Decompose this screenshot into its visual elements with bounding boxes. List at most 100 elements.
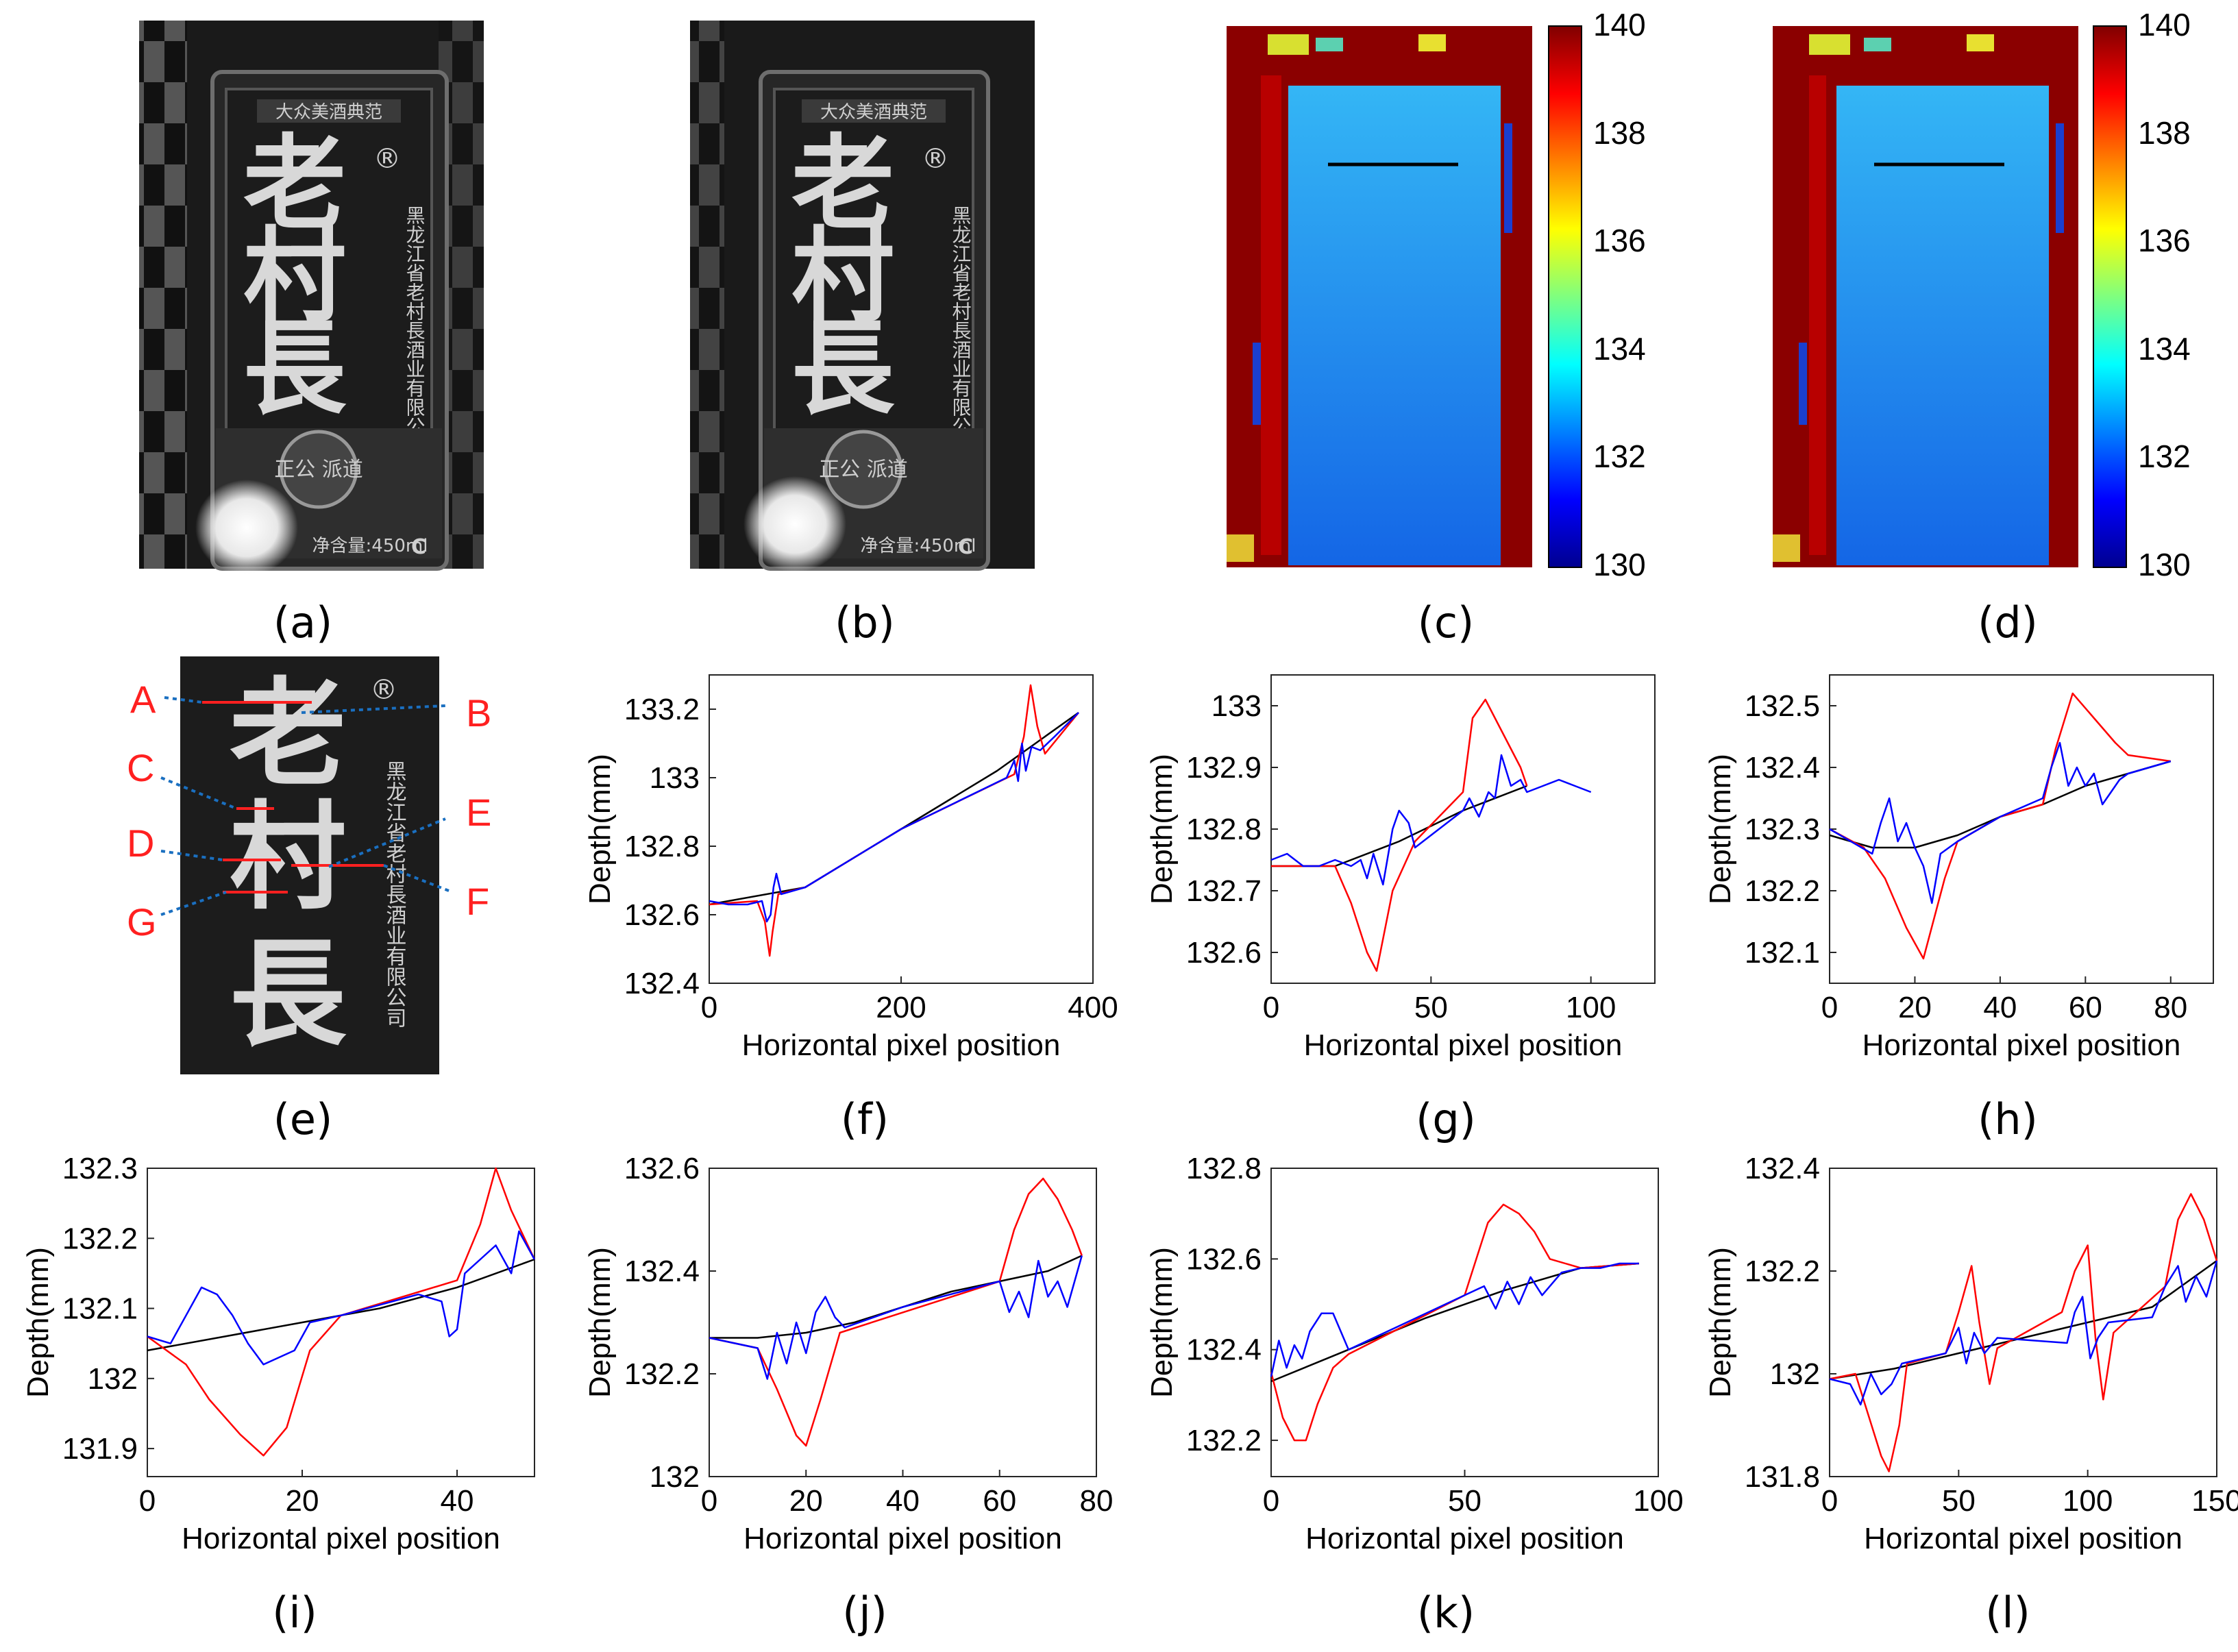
plot-g-xtick-label: 50 bbox=[1414, 991, 1448, 1024]
plot-j-ytick-label: 132.4 bbox=[624, 1255, 700, 1288]
plot-g-ylabel: Depth(mm) bbox=[1145, 754, 1179, 904]
photo-b-volume-logo: C bbox=[958, 535, 973, 559]
photo-b: 大众美酒典范 老 村 長 ® 黑龙江省老村長酒业有限公司 正公 派道 净含量:4… bbox=[690, 21, 1035, 572]
plot-k-ytick-label: 132.6 bbox=[1186, 1242, 1262, 1276]
plot-i-ytick-label: 132 bbox=[88, 1362, 138, 1396]
plot-h-frame bbox=[1829, 674, 2214, 984]
plot-l-series-measured-b bbox=[1829, 1260, 2218, 1406]
plot-i-ytick-label: 132.3 bbox=[62, 1152, 138, 1185]
cb-c-tick-138: 138 bbox=[1593, 115, 1646, 151]
plot-g-ytick-label: 133 bbox=[1212, 689, 1262, 723]
plot-k-ytick-label: 132.8 bbox=[1186, 1152, 1262, 1185]
annotation-D: D bbox=[127, 822, 154, 865]
crop-registered: ® bbox=[370, 674, 397, 706]
depthmap-c bbox=[1227, 25, 1582, 568]
plot-h-xtick-label: 80 bbox=[2154, 991, 2187, 1024]
plot-g-frame bbox=[1270, 674, 1656, 984]
crop-char-3: 長 bbox=[230, 927, 347, 1063]
plot-f-xlabel: Horizontal pixel position bbox=[742, 1028, 1061, 1062]
plot-k-ytick-label: 132.4 bbox=[1186, 1333, 1262, 1367]
plot-i-ylabel: Depth(mm) bbox=[21, 1247, 55, 1398]
plot-g: 0 50 100 132.6 132.7 132.8 132.9 133 Horizontal … bbox=[1145, 674, 1656, 1062]
caption-l: (l) bbox=[1985, 1588, 2030, 1638]
plot-i-series-measured-b bbox=[147, 1230, 536, 1366]
plot-h-xtick-label: 0 bbox=[1821, 991, 1838, 1024]
plot-j-frame bbox=[709, 1168, 1097, 1477]
plot-k-ytick-label: 132.2 bbox=[1186, 1424, 1262, 1457]
caption-k: (k) bbox=[1417, 1588, 1475, 1638]
plot-j-xtick-label: 60 bbox=[983, 1484, 1016, 1518]
annotation-A: A bbox=[130, 678, 156, 721]
plot-g-ytick-label: 132.8 bbox=[1186, 813, 1262, 846]
annotation-F: F bbox=[466, 880, 489, 923]
plot-g-xlabel: Horizontal pixel position bbox=[1304, 1028, 1623, 1062]
caption-i: (i) bbox=[272, 1588, 317, 1638]
cb-c-tick-132: 132 bbox=[1593, 439, 1646, 474]
plot-j-xlabel: Horizontal pixel position bbox=[743, 1522, 1062, 1555]
plot-i-xlabel: Horizontal pixel position bbox=[182, 1522, 500, 1555]
photo-b-badge: 大众美酒典范 bbox=[820, 102, 927, 123]
colorbar-c-ticks: 140 138 136 134 132 130 bbox=[1593, 7, 1646, 582]
plot-j-ytick-label: 132.6 bbox=[624, 1152, 700, 1185]
plot-l-ytick-label: 132 bbox=[1770, 1357, 1820, 1391]
photo-b-seal: 正公 派道 bbox=[819, 458, 908, 482]
plot-j-xtick-label: 20 bbox=[789, 1484, 823, 1518]
plot-i-ytick-label: 132.2 bbox=[62, 1222, 138, 1255]
photo-a-side-text: 黑龙江省老村長酒业有限公司 bbox=[404, 206, 426, 455]
plot-i-series-measured-a bbox=[147, 1167, 536, 1457]
caption-f: (f) bbox=[841, 1094, 889, 1144]
plot-l-series-measured-a bbox=[1829, 1193, 2218, 1472]
plot-h-xtick-label: 20 bbox=[1898, 991, 1932, 1024]
plot-j-series-measured-b bbox=[709, 1255, 1083, 1380]
cb-c-tick-134: 134 bbox=[1593, 331, 1646, 367]
photo-a-registered: ® bbox=[373, 143, 401, 175]
photo-b-volume: 净含量:450ml bbox=[861, 536, 976, 556]
plot-h-series-reference bbox=[1829, 760, 2172, 849]
plot-f-xtick-label: 200 bbox=[876, 991, 926, 1024]
cb-c-tick-136: 136 bbox=[1593, 223, 1646, 258]
plot-l-xlabel: Horizontal pixel position bbox=[1864, 1522, 2182, 1555]
plot-f-ylabel: Depth(mm) bbox=[583, 754, 617, 904]
plot-l-xtick-label: 150 bbox=[2191, 1484, 2238, 1518]
photo-a-badge: 大众美酒典范 bbox=[275, 102, 382, 123]
plot-f-ytick-label: 133 bbox=[650, 761, 700, 795]
plot-k-series-measured-a bbox=[1270, 1203, 1639, 1442]
caption-c: (c) bbox=[1418, 597, 1474, 648]
plot-g-xtick-label: 0 bbox=[1263, 991, 1279, 1024]
plot-i: 0 20 40 131.9 132 132.1 132.2 132.3 Horizontal p… bbox=[21, 1152, 536, 1555]
plot-h-xtick-label: 40 bbox=[1983, 991, 2017, 1024]
plot-k-ylabel: Depth(mm) bbox=[1145, 1247, 1179, 1398]
crop-char-1: 老 bbox=[230, 667, 346, 802]
photo-b-side-text: 黑龙江省老村長酒业有限公司 bbox=[950, 206, 972, 455]
plot-l-frame bbox=[1829, 1168, 2217, 1477]
plot-g-ytick-label: 132.6 bbox=[1186, 936, 1262, 970]
plot-h-ytick-label: 132.1 bbox=[1745, 936, 1820, 970]
plot-g-ytick-label: 132.9 bbox=[1186, 751, 1262, 785]
plot-f-ytick-label: 132.4 bbox=[624, 967, 700, 1000]
cb-d-tick-134: 134 bbox=[2138, 331, 2191, 367]
plot-l-ytick-label: 131.8 bbox=[1745, 1460, 1820, 1494]
plot-k-xtick-label: 50 bbox=[1448, 1484, 1481, 1518]
plot-j-xtick-label: 40 bbox=[886, 1484, 920, 1518]
plot-i-series-reference bbox=[147, 1258, 535, 1352]
annotated-crop-e: 老 村 長 ® 黑龙江省老村長酒业有限公司 A B C D E F G bbox=[127, 656, 491, 1074]
plot-f-ytick-label: 132.8 bbox=[624, 830, 700, 863]
plot-k-xtick-label: 100 bbox=[1633, 1484, 1683, 1518]
plot-i-ytick-label: 131.9 bbox=[62, 1432, 138, 1466]
plot-k-frame bbox=[1270, 1168, 1659, 1477]
cb-c-tick-130: 130 bbox=[1593, 547, 1646, 582]
plot-i-xtick-label: 40 bbox=[441, 1484, 474, 1518]
plot-l-ytick-label: 132.4 bbox=[1745, 1152, 1820, 1185]
plot-h-ytick-label: 132.2 bbox=[1745, 874, 1820, 908]
plot-h-ytick-label: 132.3 bbox=[1745, 813, 1820, 846]
photo-b-char-2: 村 bbox=[791, 217, 894, 336]
plot-j-ylabel: Depth(mm) bbox=[583, 1247, 617, 1398]
photo-a-seal: 正公 派道 bbox=[274, 458, 363, 482]
photo-a-volume: 净含量:450ml bbox=[312, 536, 428, 556]
caption-h: (h) bbox=[1978, 1094, 2038, 1144]
cb-c-tick-140: 140 bbox=[1593, 7, 1646, 42]
plot-j-ytick-label: 132 bbox=[650, 1460, 700, 1494]
plot-k-series-reference bbox=[1270, 1262, 1639, 1383]
plot-f: 0 200 400 132.4 132.6 132.8 133 133.2 Horizontal… bbox=[583, 674, 1118, 1062]
